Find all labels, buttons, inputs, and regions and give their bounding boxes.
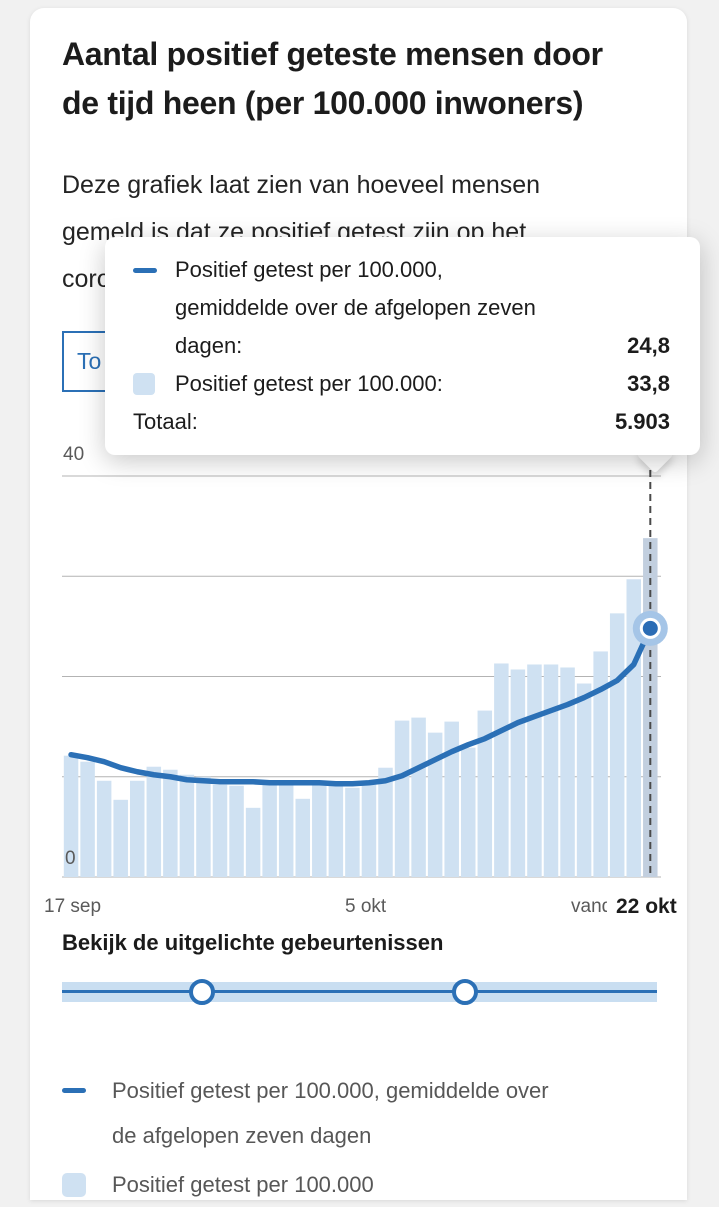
selected-point-dot [642,620,658,636]
trend-chart[interactable] [0,440,719,900]
bar-day-21 [411,717,426,877]
bar-day-22 [427,732,443,877]
bar-series-icon [133,365,175,403]
bar-day-25 [477,710,493,877]
selected-date-badge: 22 okt [607,886,687,928]
bar-day-6 [163,769,178,877]
events-timeline-track[interactable] [62,979,657,1005]
bar-day-1 [80,761,95,877]
bar-day-20 [394,720,410,877]
bar-day-30 [560,667,575,877]
bar-day-33 [609,613,625,877]
page-title: Aantal positief geteste mensen door de t… [62,36,603,121]
bar-day-18 [361,784,377,877]
bar-day-9 [212,784,228,877]
legend-item-daily: Positief getest per 100.000 [62,1162,662,1207]
chart-tooltip: Positief getest per 100.000, gemiddelde … [105,237,700,455]
bar-day-16 [328,784,344,877]
timeline-event-marker-1[interactable] [188,979,215,1005]
tooltip-row-total: Totaal: 5.903 [133,403,670,441]
selected-date-label: 22 okt [616,895,677,918]
tooltip-daily-label: Positief getest per 100.000: [175,371,443,396]
tooltip-average-label: Positief getest per 100.000, gemiddelde … [175,257,536,358]
average-trend-line [68,625,654,787]
timeline-heading: Bekijk de uitgelichte gebeurtenissen [62,930,444,955]
bar-day-15 [312,783,327,877]
bar-day-2 [96,780,112,877]
timeline-line [62,990,657,993]
bar-day-5 [146,766,162,877]
bar-day-26 [494,663,509,877]
chart-description: Deze grafiek laat zien van hoeveel mense… [62,171,541,293]
bar-day-4 [130,780,145,877]
tooltip-row-daily: Positief getest per 100.000: 33,8 [133,365,670,403]
bar-day-7 [179,774,195,877]
legend-item-average: Positief getest per 100.000, gemiddelde … [62,1068,662,1158]
bar-day-14 [295,798,310,877]
bar-day-35 [643,538,658,877]
bar-day-11 [245,807,261,877]
legend-daily-label: Positief getest per 100.000 [112,1172,374,1197]
bar-series-icon [62,1162,112,1207]
bar-day-19 [378,767,393,877]
bar-day-29 [543,664,559,877]
x-axis-label-start: 17 sep [44,896,102,917]
tooltip-total-label: Totaal: [133,409,198,434]
y-axis-max-label: 40 [63,444,85,465]
y-axis-min-label: 0 [65,848,76,869]
bar-day-3 [113,799,128,877]
bar-day-31 [576,683,592,877]
bar-day-28 [527,664,542,877]
bar-day-32 [593,651,608,877]
bar-day-23 [444,721,459,877]
bar-day-17 [345,787,360,877]
timeline-event-marker-2[interactable] [451,979,478,1005]
tooltip-average-value: 24,8 [627,333,670,358]
bar-day-10 [229,785,244,877]
bar-day-13 [278,782,294,877]
legend-average-label: Positief getest per 100.000, gemiddelde … [112,1078,549,1148]
tooltip-daily-value: 33,8 [627,371,670,396]
tooltip-total-value: 5.903 [614,409,670,434]
tooltip-row-average: Positief getest per 100.000, gemiddelde … [133,251,670,365]
bar-day-27 [510,669,526,877]
x-axis-label-middle: 5 okt [345,896,387,917]
line-series-icon [62,1068,112,1113]
bar-day-24 [461,747,476,877]
bar-day-0 [63,755,79,877]
bar-day-8 [196,776,211,877]
bar-day-12 [262,783,277,877]
line-series-icon [133,251,175,289]
